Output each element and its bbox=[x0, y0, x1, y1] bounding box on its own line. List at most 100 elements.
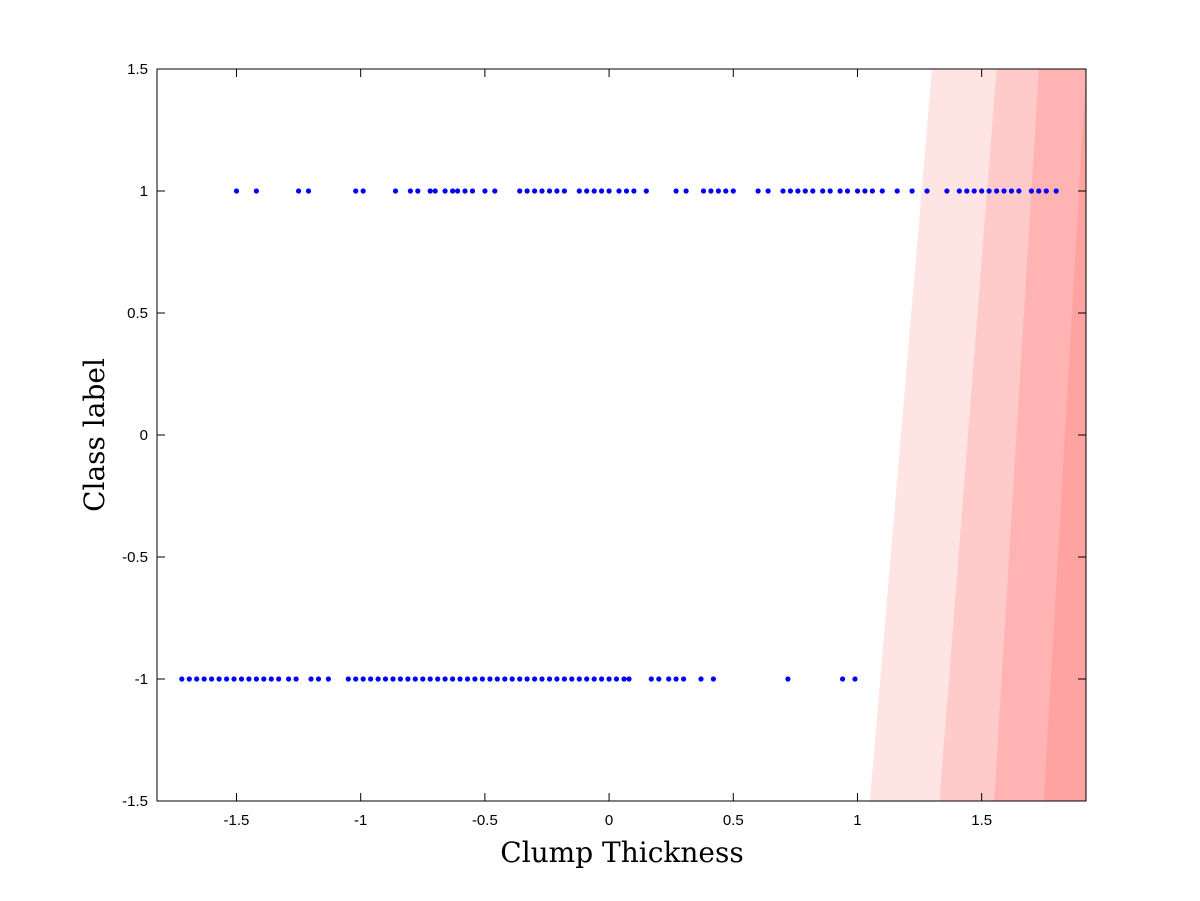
data-point-class-neg bbox=[238, 676, 245, 682]
data-point-class-neg bbox=[325, 676, 331, 682]
y-tick-label: -1.5 bbox=[122, 793, 148, 810]
y-tick-label: 0.5 bbox=[127, 305, 148, 322]
data-point-class-pos bbox=[820, 188, 826, 194]
data-point-class-pos bbox=[561, 188, 568, 194]
data-point-class-pos bbox=[708, 188, 714, 194]
data-point-class-neg bbox=[368, 676, 374, 682]
data-point-class-neg bbox=[268, 676, 274, 682]
data-point-class-pos bbox=[524, 188, 530, 194]
data-point-class-neg bbox=[599, 676, 605, 682]
data-point-class-pos bbox=[964, 188, 970, 194]
data-point-class-neg bbox=[487, 676, 493, 682]
data-point-class-neg bbox=[286, 676, 292, 682]
data-point-class-pos bbox=[631, 188, 637, 194]
x-tick-label: 1 bbox=[853, 812, 861, 829]
data-point-class-neg bbox=[353, 676, 359, 682]
data-point-class-pos bbox=[253, 188, 259, 194]
y-axis-ticks: -1.5 -1 -0.5 0 0.5 1 1.5 bbox=[122, 61, 1086, 810]
data-point-class-pos bbox=[837, 188, 843, 194]
data-point-class-neg bbox=[308, 676, 314, 682]
data-point-class-pos bbox=[787, 188, 794, 194]
data-point-class-pos bbox=[623, 188, 630, 194]
data-point-class-pos bbox=[944, 188, 950, 194]
y-tick-label: -0.5 bbox=[122, 549, 148, 566]
data-point-class-neg bbox=[186, 676, 192, 682]
data-point-class-neg bbox=[852, 676, 858, 682]
data-point-class-pos bbox=[576, 188, 582, 194]
data-point-class-neg bbox=[360, 676, 366, 682]
data-point-class-pos bbox=[924, 188, 930, 194]
data-point-class-neg bbox=[561, 676, 568, 682]
data-point-class-neg bbox=[209, 676, 215, 682]
data-point-class-neg bbox=[673, 676, 679, 682]
data-point-class-neg bbox=[472, 676, 478, 682]
data-point-class-pos bbox=[606, 188, 612, 194]
data-point-class-pos bbox=[1053, 188, 1059, 194]
data-point-class-neg bbox=[569, 676, 575, 682]
data-point-class-pos bbox=[415, 188, 421, 194]
data-point-class-neg bbox=[479, 676, 485, 682]
y-axis-title: Class label bbox=[78, 358, 111, 512]
data-point-class-neg bbox=[502, 676, 508, 682]
data-point-class-pos bbox=[1008, 188, 1015, 194]
data-point-class-pos bbox=[305, 188, 312, 194]
data-point-class-pos bbox=[455, 188, 461, 194]
data-point-class-pos bbox=[296, 188, 302, 194]
data-point-class-neg bbox=[246, 676, 252, 682]
data-point-class-pos bbox=[956, 188, 962, 194]
data-point-class-neg bbox=[427, 676, 433, 682]
data-point-class-neg bbox=[231, 676, 237, 682]
data-point-class-neg bbox=[420, 676, 426, 682]
data-point-class-pos bbox=[392, 188, 399, 194]
data-point-class-pos bbox=[1016, 188, 1022, 194]
data-point-class-pos bbox=[894, 188, 900, 194]
data-point-class-neg bbox=[698, 676, 704, 682]
data-point-class-pos bbox=[844, 188, 851, 194]
data-point-class-neg bbox=[345, 676, 351, 682]
data-point-class-pos bbox=[700, 188, 707, 194]
data-point-class-pos bbox=[517, 188, 523, 194]
data-point-class-pos bbox=[353, 188, 359, 194]
x-axis-ticks: -1.5 -1 -0.5 0 0.5 1 1.5 bbox=[224, 69, 992, 829]
data-point-class-neg bbox=[517, 676, 523, 682]
data-point-class-neg bbox=[681, 676, 687, 682]
data-point-class-pos bbox=[407, 188, 413, 194]
data-point-class-pos bbox=[616, 188, 622, 194]
data-point-class-pos bbox=[979, 188, 985, 194]
data-point-class-neg bbox=[261, 676, 267, 682]
data-point-class-pos bbox=[909, 188, 915, 194]
data-point-class-neg bbox=[442, 676, 448, 682]
data-point-class-pos bbox=[427, 188, 433, 194]
y-tick-label: 1.5 bbox=[127, 61, 148, 78]
data-point-class-neg bbox=[435, 676, 441, 682]
data-point-class-neg bbox=[554, 676, 560, 682]
data-point-class-neg bbox=[194, 676, 200, 682]
classifier-regions bbox=[869, 69, 1086, 801]
data-point-class-neg bbox=[576, 676, 582, 682]
y-tick-label: 0 bbox=[140, 427, 148, 444]
data-point-class-neg bbox=[532, 676, 538, 682]
data-point-class-pos bbox=[432, 188, 438, 194]
region-band-4 bbox=[1043, 69, 1086, 801]
data-point-class-neg bbox=[613, 676, 620, 682]
data-point-class-neg bbox=[546, 676, 553, 682]
data-point-class-pos bbox=[233, 188, 240, 194]
data-point-class-pos bbox=[715, 188, 722, 194]
data-point-class-pos bbox=[862, 188, 868, 194]
data-point-class-pos bbox=[1001, 188, 1007, 194]
data-point-class-pos bbox=[462, 188, 468, 194]
x-tick-label: 0 bbox=[605, 812, 613, 829]
data-point-class-pos bbox=[1028, 188, 1034, 194]
data-point-class-pos bbox=[360, 188, 366, 194]
data-point-class-neg bbox=[509, 676, 515, 682]
data-point-class-neg bbox=[397, 676, 403, 682]
data-point-class-neg bbox=[179, 676, 185, 682]
data-point-class-neg bbox=[524, 676, 530, 682]
data-point-class-pos bbox=[673, 188, 679, 194]
data-point-class-neg bbox=[412, 676, 418, 682]
data-point-class-neg bbox=[405, 676, 411, 682]
data-point-class-neg bbox=[494, 676, 500, 682]
data-point-class-pos bbox=[683, 188, 689, 194]
data-point-class-neg bbox=[201, 676, 207, 682]
